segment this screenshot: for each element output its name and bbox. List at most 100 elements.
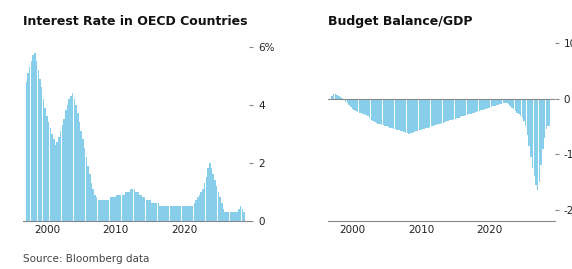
Bar xyxy=(193,203,195,221)
Bar xyxy=(400,99,401,131)
Bar xyxy=(458,99,459,118)
Bar xyxy=(456,99,458,118)
Bar xyxy=(91,183,92,221)
Bar xyxy=(190,206,192,221)
Bar xyxy=(355,99,357,111)
Bar xyxy=(431,99,432,126)
Bar xyxy=(141,194,142,221)
Bar xyxy=(371,99,372,120)
Bar xyxy=(472,99,473,113)
Bar xyxy=(156,203,157,221)
Bar xyxy=(338,96,340,99)
Bar xyxy=(402,99,403,132)
Bar xyxy=(115,197,116,221)
Bar xyxy=(86,157,87,221)
Bar xyxy=(393,99,395,129)
Bar xyxy=(212,174,214,221)
Bar xyxy=(494,99,495,106)
Bar xyxy=(153,203,154,221)
Bar xyxy=(69,99,70,221)
Bar xyxy=(132,189,133,221)
Bar xyxy=(381,99,383,125)
Bar xyxy=(67,105,68,221)
Bar xyxy=(48,122,49,221)
Bar xyxy=(417,99,418,131)
Bar xyxy=(125,192,126,221)
Bar xyxy=(467,99,468,115)
Bar xyxy=(110,197,111,221)
Bar xyxy=(200,192,202,221)
Bar xyxy=(434,99,435,125)
Bar xyxy=(74,99,75,221)
Bar xyxy=(182,206,183,221)
Bar xyxy=(379,99,381,124)
Bar xyxy=(470,99,471,114)
Bar xyxy=(217,192,219,221)
Bar xyxy=(347,99,348,103)
Bar xyxy=(511,99,513,108)
Bar xyxy=(340,97,341,99)
Bar xyxy=(127,192,128,221)
Bar xyxy=(465,99,466,115)
Bar xyxy=(163,206,164,221)
Bar xyxy=(491,99,492,107)
Bar xyxy=(36,61,37,221)
Bar xyxy=(192,206,193,221)
Bar xyxy=(137,192,138,221)
Bar xyxy=(341,98,343,99)
Bar xyxy=(384,99,386,126)
Bar xyxy=(134,189,135,221)
Bar xyxy=(357,99,359,112)
Bar xyxy=(364,99,366,114)
Bar xyxy=(549,99,550,126)
Bar xyxy=(228,212,229,221)
Bar xyxy=(180,206,181,221)
Bar xyxy=(185,206,186,221)
Bar xyxy=(331,96,333,99)
Bar xyxy=(517,99,518,113)
Bar xyxy=(197,197,198,221)
Bar xyxy=(489,99,490,108)
Bar xyxy=(238,209,240,221)
Bar xyxy=(214,180,216,221)
Bar xyxy=(88,165,89,221)
Bar xyxy=(50,128,51,221)
Bar xyxy=(475,99,476,112)
Bar xyxy=(79,122,80,221)
Bar xyxy=(455,99,456,119)
Bar xyxy=(510,99,511,106)
Bar xyxy=(58,137,59,221)
Bar xyxy=(523,99,525,121)
Bar xyxy=(221,203,223,221)
Bar xyxy=(224,212,226,221)
Bar xyxy=(139,194,140,221)
Bar xyxy=(529,99,530,146)
Bar xyxy=(369,99,371,118)
Bar xyxy=(57,142,58,221)
Bar xyxy=(446,99,447,121)
Bar xyxy=(165,206,166,221)
Bar xyxy=(353,99,355,110)
Bar xyxy=(120,194,121,221)
Bar xyxy=(55,145,56,221)
Bar xyxy=(39,79,41,221)
Bar xyxy=(359,99,360,113)
Bar xyxy=(468,99,470,114)
Bar xyxy=(160,206,161,221)
Bar xyxy=(241,209,243,221)
Bar xyxy=(396,99,398,130)
Bar xyxy=(146,200,147,221)
Bar xyxy=(63,119,65,221)
Bar xyxy=(89,174,90,221)
Bar xyxy=(130,189,132,221)
Bar xyxy=(391,99,393,128)
Bar xyxy=(477,99,478,111)
Bar xyxy=(426,99,427,128)
Bar xyxy=(129,192,130,221)
Bar xyxy=(105,200,106,221)
Bar xyxy=(408,99,410,134)
Bar xyxy=(195,200,197,221)
Bar xyxy=(348,99,350,105)
Bar xyxy=(34,52,35,221)
Bar xyxy=(100,200,101,221)
